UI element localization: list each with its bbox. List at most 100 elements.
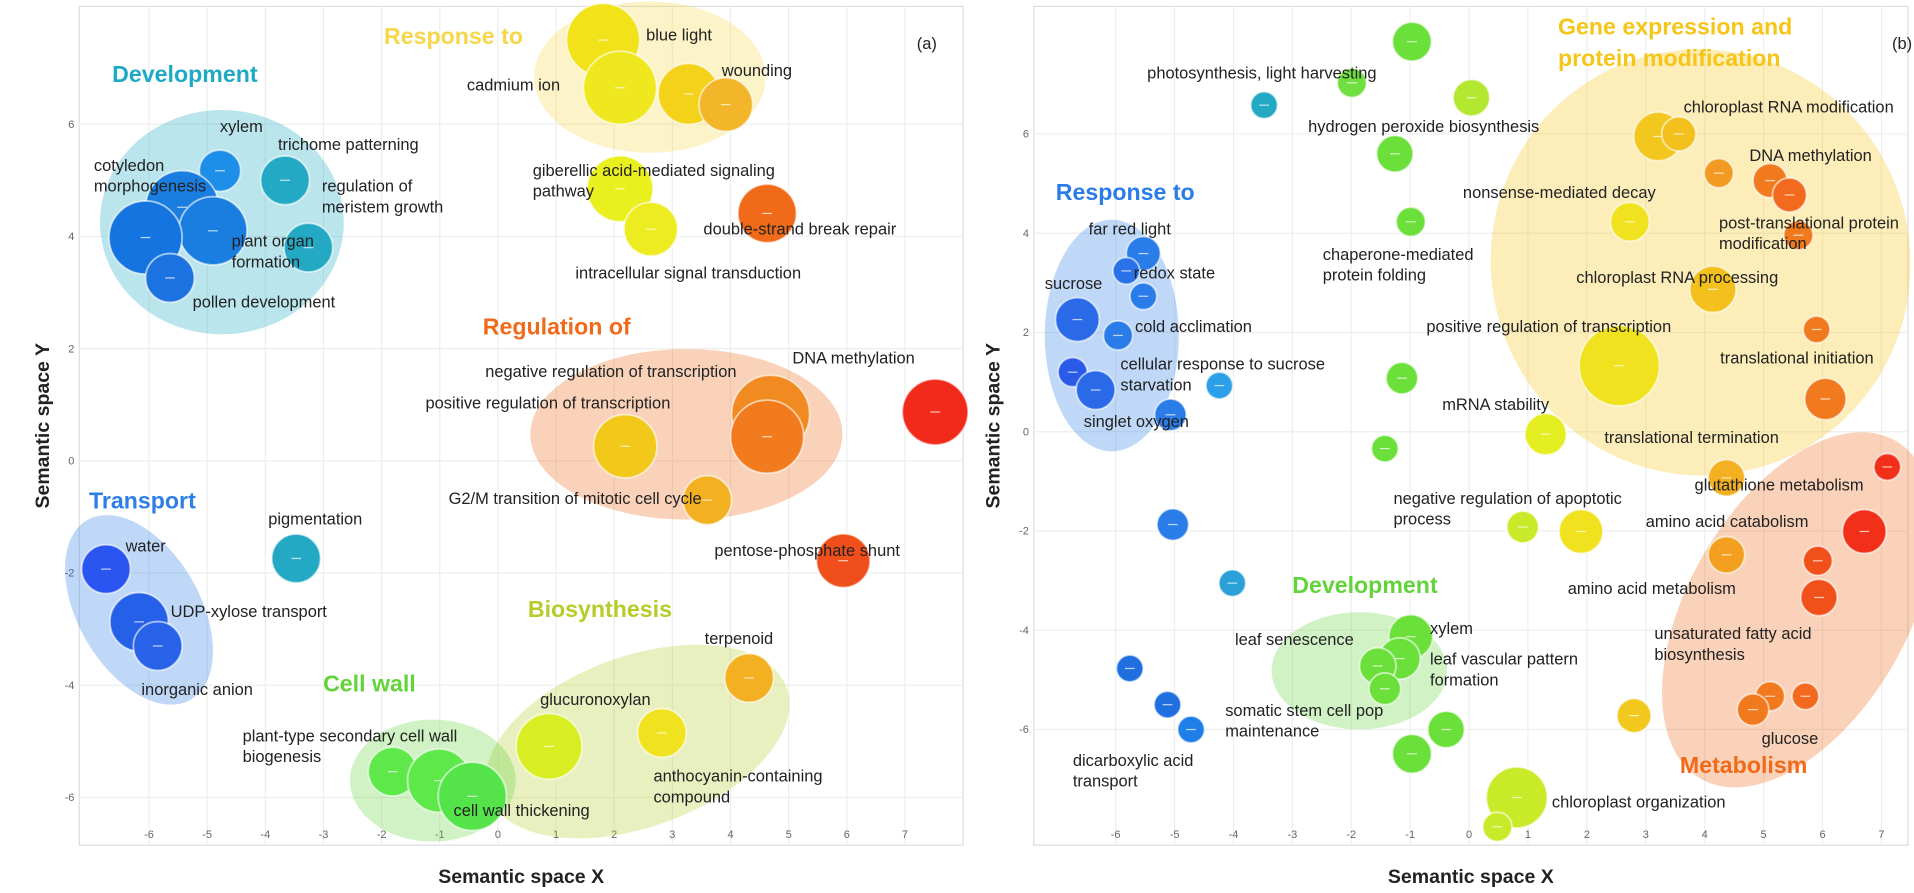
bubble-label-line: plant-type secondary cell wall bbox=[243, 728, 458, 746]
bubble-label-line: pigmentation bbox=[268, 511, 362, 529]
bubble-label: pentose-phosphate shunt bbox=[714, 542, 900, 560]
bubble-label: cotyledon morphogenesis bbox=[94, 157, 206, 196]
bubble-label-line: somatic stem cell pop bbox=[1225, 702, 1383, 720]
x-tick-label: -3 bbox=[319, 829, 329, 841]
x-tick-label: 4 bbox=[727, 829, 733, 841]
bubble-label-line: chloroplast RNA processing bbox=[1576, 269, 1778, 287]
x-tick-label: 7 bbox=[1878, 829, 1884, 841]
y-tick-label: -2 bbox=[1019, 526, 1029, 538]
bubble-label: inorganic anion bbox=[141, 681, 253, 699]
bubble-label-line: G2/M transition of mitotic cell cycle bbox=[449, 490, 702, 508]
bubble-label-line: redox state bbox=[1134, 264, 1215, 282]
x-axis-label: Semantic space X bbox=[1388, 866, 1554, 888]
bubble-label: chloroplast RNA modification bbox=[1684, 98, 1894, 116]
bubble-label-line: anthocyanin-containing bbox=[653, 768, 822, 786]
cluster-label-line: Development bbox=[1292, 572, 1438, 598]
panel-label: (b) bbox=[1892, 35, 1912, 53]
bubble-label-line: positive regulation of transcription bbox=[1426, 318, 1671, 336]
cluster-label-line: Response to bbox=[1056, 179, 1195, 205]
cluster-label-line: Transport bbox=[89, 488, 196, 514]
bubble-label-line: hydrogen peroxide biosynthesis bbox=[1308, 118, 1539, 136]
bubble-label: double-strand break repair bbox=[703, 220, 896, 238]
bubble-label-line: dicarboxylic acid bbox=[1073, 752, 1194, 770]
cluster-label: Regulation of bbox=[483, 313, 631, 339]
bubble-label-line: xylem bbox=[220, 118, 263, 136]
bubble-label: water bbox=[125, 537, 167, 555]
x-tick-label: -4 bbox=[260, 829, 270, 841]
bubble-label: far red light bbox=[1089, 220, 1172, 238]
cluster-label: Response to bbox=[384, 23, 523, 49]
bubble-label-line: translational initiation bbox=[1720, 350, 1874, 368]
cluster-label-line: Cell wall bbox=[323, 671, 416, 697]
x-tick-label: 5 bbox=[1761, 829, 1767, 841]
bubble-label: cell wall thickening bbox=[454, 802, 590, 820]
bubble-label-line: DNA methylation bbox=[1749, 147, 1871, 165]
bubble-label-line: transport bbox=[1073, 773, 1138, 791]
y-tick-label: 6 bbox=[68, 119, 74, 131]
bubble-label-line: photosynthesis, light harvesting bbox=[1147, 64, 1376, 82]
bubble-label-line: UDP-xylose transport bbox=[171, 603, 328, 621]
bubble-label: trichome patterning bbox=[278, 136, 419, 154]
bubble-label-line: formation bbox=[232, 253, 301, 271]
x-tick-label: -6 bbox=[1111, 829, 1121, 841]
bubble-label: intracellular signal transduction bbox=[575, 264, 801, 282]
bubble-label-line: mRNA stability bbox=[1442, 396, 1550, 414]
cluster-label-line: protein modification bbox=[1558, 45, 1781, 71]
y-tick-label: -6 bbox=[65, 792, 75, 804]
panel: -6 -5 -4 -3 -2 -1 0 1 2 3 4 5 6 7 -6 -4 -2 0 2 4 6 Response t… bbox=[32, 1, 970, 888]
cluster-label-line: Regulation of bbox=[483, 313, 631, 339]
bubble-label-line: starvation bbox=[1120, 376, 1191, 394]
bubble-label-line: pathway bbox=[533, 183, 595, 201]
y-axis-label: Semantic space Y bbox=[983, 343, 1005, 508]
bubble-label: cadmium ion bbox=[467, 77, 560, 95]
bubble-label: G2/M transition of mitotic cell cycle bbox=[449, 490, 702, 508]
bubble-label-line: cold acclimation bbox=[1135, 318, 1252, 336]
bubble-label: photosynthesis, light harvesting bbox=[1147, 64, 1376, 82]
bubble-label: singlet oxygen bbox=[1084, 413, 1189, 431]
bubble-label-line: chloroplast RNA modification bbox=[1684, 98, 1894, 116]
x-tick-label: 0 bbox=[1466, 829, 1472, 841]
y-tick-label: 2 bbox=[1023, 327, 1029, 339]
cluster-label: Gene expression and protein modification bbox=[1558, 13, 1792, 71]
bubble-label: cellular response to sucrose starvation bbox=[1120, 356, 1325, 395]
bubble-label: mRNA stability bbox=[1442, 396, 1550, 414]
bubble-label-line: plant organ bbox=[232, 233, 314, 251]
bubble-label: nonsense-mediated decay bbox=[1463, 184, 1657, 202]
y-axis-label: Semantic space Y bbox=[32, 343, 54, 508]
bubble-label-line: sucrose bbox=[1045, 275, 1103, 293]
bubble-label: sucrose bbox=[1045, 275, 1103, 293]
y-tick-label: 2 bbox=[68, 343, 74, 355]
x-tick-label: -4 bbox=[1229, 829, 1239, 841]
bubble-label-line: biogenesis bbox=[243, 748, 322, 766]
bubble-label-line: terpenoid bbox=[705, 630, 774, 648]
y-tick-label: -4 bbox=[65, 680, 75, 692]
bubble-label-line: formation bbox=[1430, 671, 1499, 689]
bubble-label: unsaturated fatty acid biosynthesis bbox=[1654, 625, 1811, 664]
bubble-label-line: morphogenesis bbox=[94, 178, 206, 196]
y-tick-label: -6 bbox=[1019, 724, 1029, 736]
x-tick-label: -2 bbox=[377, 829, 387, 841]
x-tick-label: 2 bbox=[611, 829, 617, 841]
cluster-label-line: Metabolism bbox=[1680, 752, 1807, 778]
bubble-label: redox state bbox=[1134, 264, 1215, 282]
y-tick-label: 6 bbox=[1023, 129, 1029, 141]
bubble-label-line: pentose-phosphate shunt bbox=[714, 542, 900, 560]
bubble-label-line: protein folding bbox=[1323, 267, 1426, 285]
bubble-label: terpenoid bbox=[705, 630, 774, 648]
panel: -6 -5 -4 -3 -2 -1 0 1 2 3 4 5 6 7 -6 -4 -2 0 2 4 6 Gene expre… bbox=[983, 5, 1914, 888]
bubble-label-line: far red light bbox=[1089, 220, 1172, 238]
bubble-label: negative regulation of apoptotic process bbox=[1393, 490, 1621, 529]
y-tick-label: 4 bbox=[1023, 228, 1029, 240]
plot-frame bbox=[78, 5, 964, 846]
bubble-label: plant-type secondary cell wall biogenesis bbox=[243, 728, 458, 767]
cluster-label: Cell wall bbox=[323, 671, 416, 697]
bubble-label: glucose bbox=[1762, 730, 1819, 748]
bubble-label-line: trichome patterning bbox=[278, 136, 419, 154]
bubble-label-line: translational termination bbox=[1604, 429, 1779, 447]
y-tick-label: -2 bbox=[65, 568, 75, 580]
bubble-label-line: biosynthesis bbox=[1654, 646, 1744, 664]
bubble-label: translational initiation bbox=[1720, 350, 1874, 368]
bubble-label: anthocyanin-containing compound bbox=[653, 768, 822, 807]
bubble-label-line: water bbox=[125, 537, 167, 555]
bubble-label-line: positive regulation of transcription bbox=[425, 395, 670, 413]
